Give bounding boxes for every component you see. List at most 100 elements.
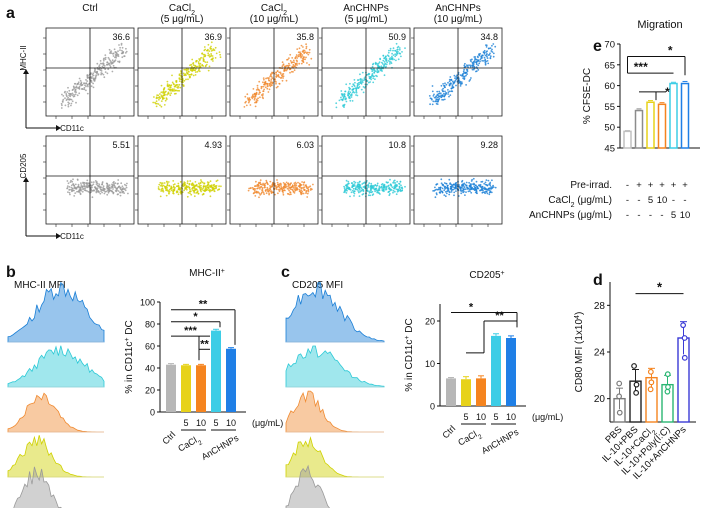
- dot: [265, 188, 267, 191]
- dot: [489, 52, 491, 55]
- dot: [470, 187, 473, 190]
- dot: [187, 78, 189, 81]
- dot: [154, 101, 156, 104]
- column-subtitle-1: (5 μg/mL): [161, 14, 204, 25]
- dot: [116, 183, 119, 185]
- cd80-point: [633, 389, 640, 396]
- dot: [107, 187, 109, 190]
- dot: [454, 77, 456, 80]
- dot: [486, 50, 488, 52]
- dot: [294, 63, 297, 66]
- dot: [294, 183, 296, 186]
- dot: [111, 183, 113, 186]
- dot: [343, 185, 345, 188]
- dot: [71, 94, 74, 97]
- dot: [343, 106, 345, 108]
- dot: [383, 184, 385, 187]
- dot: [106, 185, 108, 187]
- dot: [444, 90, 446, 93]
- dot: [281, 188, 283, 191]
- ytick-label: 80: [145, 320, 155, 330]
- dot: [395, 59, 397, 62]
- dot: [261, 94, 264, 97]
- dot: [186, 185, 188, 188]
- dot: [350, 94, 353, 97]
- dot: [158, 188, 161, 191]
- migration-ylabel: % CFSE-DC: [582, 68, 593, 124]
- dot: [394, 186, 396, 189]
- dot: [110, 186, 113, 188]
- dot: [310, 187, 312, 190]
- dot: [469, 78, 472, 81]
- dot: [479, 60, 481, 63]
- dot: [163, 182, 166, 184]
- dot: [392, 49, 394, 52]
- dot: [202, 187, 205, 189]
- dot: [73, 87, 75, 90]
- dot: [261, 85, 263, 88]
- histogram-cd205-series-2: [285, 390, 384, 433]
- dot: [97, 74, 99, 76]
- migration-table-cell: 5: [648, 195, 653, 206]
- dot: [200, 184, 202, 187]
- dot: [70, 179, 72, 182]
- quadrant-value: 36.6: [112, 32, 130, 42]
- dot: [347, 94, 349, 97]
- dot: [80, 184, 83, 186]
- dot: [296, 48, 299, 50]
- dot: [363, 79, 365, 82]
- dot: [357, 190, 360, 192]
- dot: [90, 76, 93, 79]
- dot: [127, 192, 129, 195]
- dot: [388, 63, 391, 65]
- dot: [117, 60, 119, 63]
- dot: [280, 185, 283, 188]
- dot: [366, 187, 369, 190]
- dot: [258, 186, 261, 189]
- dot: [271, 81, 274, 84]
- dot: [459, 81, 461, 84]
- dot: [353, 192, 356, 195]
- dot: [481, 185, 484, 188]
- dot: [121, 56, 124, 59]
- dot: [269, 180, 272, 183]
- dot: [289, 53, 292, 56]
- dot: [304, 51, 307, 54]
- dot: [280, 76, 283, 79]
- ytick-label: 0: [150, 408, 155, 418]
- dot: [455, 183, 458, 186]
- arrowhead-x-0: [56, 125, 61, 131]
- dot: [172, 192, 175, 195]
- dot: [95, 74, 98, 77]
- dot: [156, 97, 159, 99]
- ytick-label: 45: [604, 144, 615, 155]
- dot: [488, 193, 491, 196]
- dot: [392, 180, 395, 183]
- dot: [384, 187, 387, 189]
- dot: [455, 190, 457, 193]
- dot: [210, 45, 212, 48]
- dot: [305, 186, 308, 188]
- dot: [347, 180, 350, 183]
- dot: [199, 58, 202, 60]
- dot: [258, 80, 261, 83]
- dot: [259, 96, 261, 99]
- dot: [275, 72, 277, 74]
- ytick-label: 10: [425, 359, 435, 369]
- dot: [115, 190, 118, 193]
- dot: [298, 188, 301, 191]
- dot: [258, 91, 261, 94]
- dot: [111, 59, 114, 62]
- dot: [206, 181, 209, 184]
- dot: [252, 96, 255, 98]
- dot: [358, 186, 361, 189]
- dot: [100, 73, 102, 76]
- dot: [376, 69, 379, 71]
- dot: [207, 69, 210, 72]
- dot: [492, 55, 495, 58]
- bar-chart-mhc2-bar-3: [211, 330, 221, 412]
- dot: [401, 187, 404, 190]
- dot: [76, 186, 79, 189]
- dot: [291, 185, 294, 188]
